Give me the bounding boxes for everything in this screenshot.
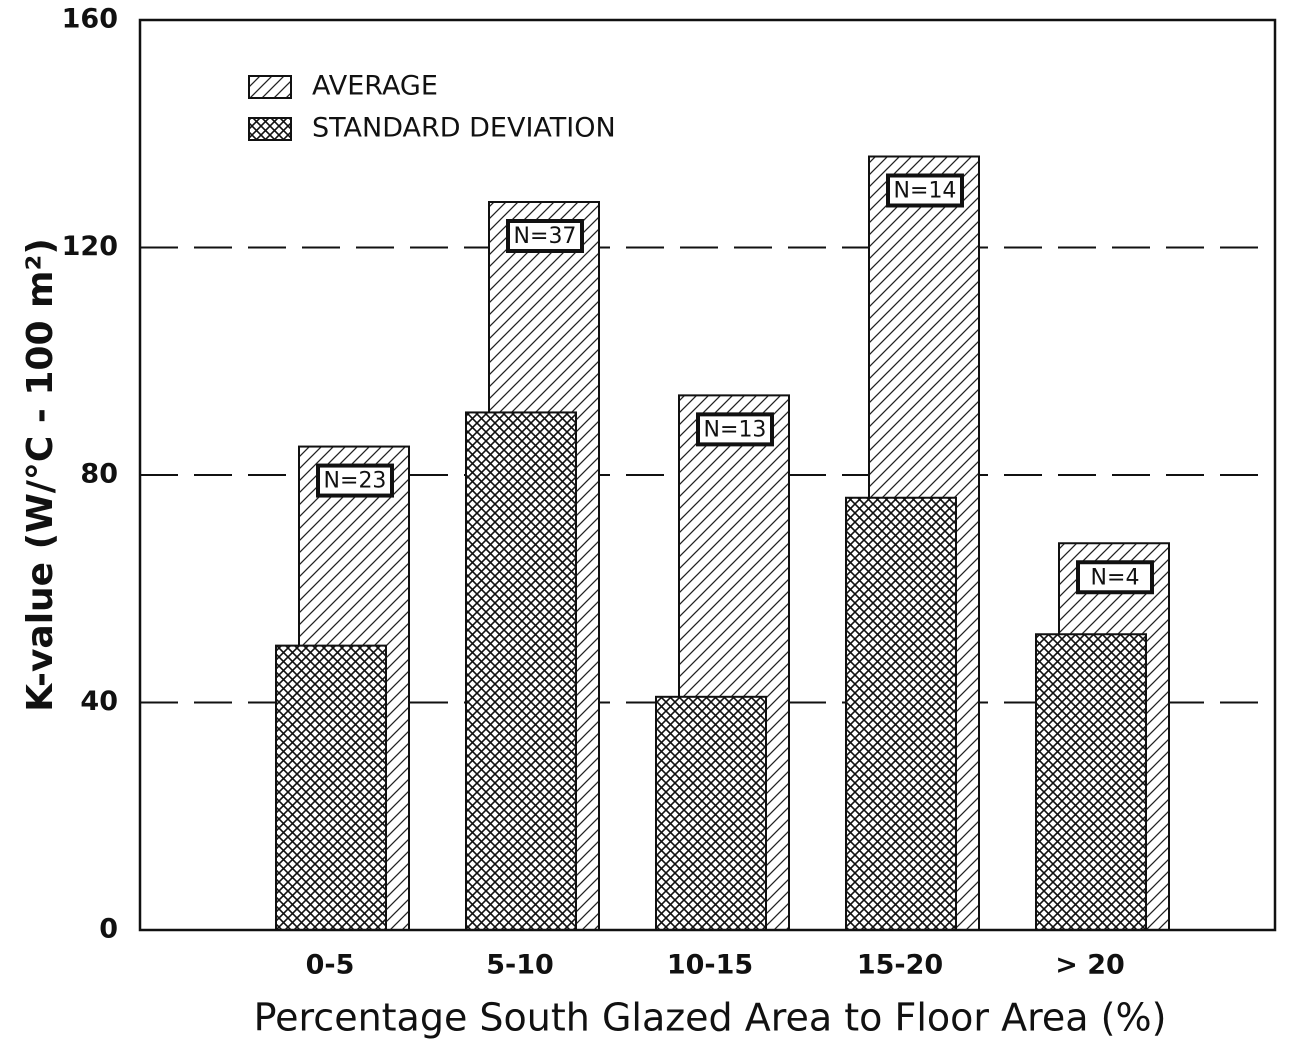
x-tick-label: 15-20 [857,950,943,981]
x-tick-label: > 20 [1055,950,1125,981]
annotation-box [696,412,774,447]
annotation: N=4 [1091,565,1140,590]
legend-label: STANDARD DEVIATION [312,113,616,144]
bar [465,411,577,931]
annotation: N=23 [324,469,387,494]
annotation-box [506,219,584,253]
annotation-box [1076,560,1154,595]
bar [845,496,957,931]
x-tick-label: 5-10 [486,950,554,981]
annotation-box [886,173,964,208]
annotation-box [316,463,394,498]
y-tick-label: 0 [99,914,118,945]
x-tick-label: 0-5 [306,950,355,981]
y-tick-label: 40 [80,686,118,717]
y-tick-label: 80 [80,459,118,490]
annotation: N=14 [894,179,957,204]
annotation: N=37 [514,224,577,249]
bar [275,644,387,931]
x-tick-label: 10-15 [667,950,753,981]
bar [1035,633,1147,931]
legend-swatch [248,117,292,141]
y-tick-label: 120 [62,231,118,262]
plot-frame [138,18,1277,932]
legend-label: AVERAGE [312,71,438,102]
y-tick-label: 160 [62,4,118,35]
y-axis-label: K-value (W/°C - 100 m²) [20,238,61,712]
annotation: N=13 [704,417,767,442]
bar [655,695,767,931]
legend-swatch [248,75,292,99]
x-axis-label: Percentage South Glazed Area to Floor Ar… [254,996,1167,1040]
